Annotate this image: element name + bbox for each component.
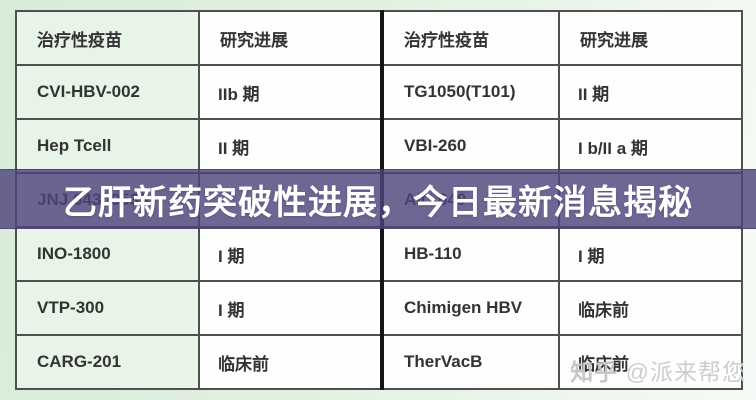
phase-cell: I 期 xyxy=(198,280,383,336)
watermark-author-handle: @派来帮您 xyxy=(625,359,746,385)
column-header-progress-left: 研究进展 xyxy=(198,10,383,66)
phase-cell: 临床前 xyxy=(558,280,743,336)
headline-text: 乙肝新药突破性进展，今日最新消息揭秘 xyxy=(63,183,693,222)
headline-banner: 乙肝新药突破性进展，今日最新消息揭秘 xyxy=(0,169,756,229)
column-header-progress-right: 研究进展 xyxy=(558,10,743,66)
drug-name-cell: CARG-201 xyxy=(15,334,200,390)
table-row: Hep Tcell II 期 VBI-260 I b/II a 期 xyxy=(15,118,743,174)
table-row: INO-1800 I 期 HB-110 I 期 xyxy=(15,226,743,282)
phase-cell: I 期 xyxy=(198,226,383,282)
phase-cell: 临床前 xyxy=(558,334,743,390)
drug-name-cell: VBI-260 xyxy=(380,118,560,174)
table-row: VTP-300 I 期 Chimigen HBV 临床前 xyxy=(15,280,743,336)
watermark: 知乎 @派来帮您 xyxy=(570,353,746,387)
column-header-vaccine-right: 治疗性疫苗 xyxy=(380,10,560,66)
phase-cell: II 期 xyxy=(558,64,743,120)
table-row: CVI-HBV-002 IIb 期 TG1050(T101) II 期 xyxy=(15,64,743,120)
drug-name-cell: VTP-300 xyxy=(15,280,200,336)
phase-cell: I b/II a 期 xyxy=(558,118,743,174)
drug-name-cell: CVI-HBV-002 xyxy=(15,64,200,120)
table-row: CARG-201 临床前 TherVacB 临床前 xyxy=(15,334,743,390)
drug-pipeline-table: 治疗性疫苗 研究进展 治疗性疫苗 研究进展 CVI-HBV-002 IIb 期 … xyxy=(15,10,743,390)
drug-name-cell: HB-110 xyxy=(380,226,560,282)
drug-name-cell: Chimigen HBV xyxy=(380,280,560,336)
drug-name-cell: Hep Tcell xyxy=(15,118,200,174)
phase-cell: I 期 xyxy=(558,226,743,282)
watermark-site-name: 知乎 xyxy=(570,359,619,385)
phase-cell: II 期 xyxy=(198,118,383,174)
drug-name-cell: INO-1800 xyxy=(15,226,200,282)
header-row: 治疗性疫苗 研究进展 治疗性疫苗 研究进展 xyxy=(15,10,743,66)
column-header-vaccine-left: 治疗性疫苗 xyxy=(15,10,200,66)
phase-cell: 临床前 xyxy=(198,334,383,390)
drug-name-cell: TG1050(T101) xyxy=(380,64,560,120)
drug-name-cell: TherVacB xyxy=(380,334,560,390)
phase-cell: IIb 期 xyxy=(198,64,383,120)
